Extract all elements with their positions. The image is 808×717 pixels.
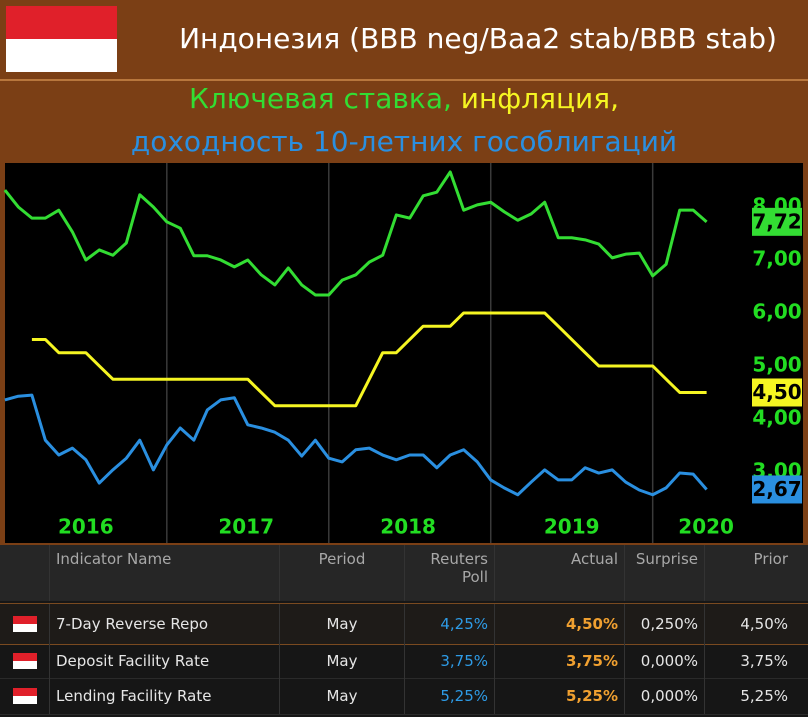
table-cell: Lending Facility Rate [50,678,280,714]
header-cell: Reuters Poll [405,545,495,601]
x-tick-label: 2016 [58,515,114,539]
y-tick-label: 4,00 [752,405,801,429]
header-cell: Actual [495,545,625,601]
table-cell: 5,25% [495,678,625,714]
table-cell: May [280,678,405,714]
flag-icon [12,652,37,669]
table-cell: 4,25% [405,604,495,644]
subtitle-part: Ключевая ставка, [189,82,452,115]
header-cell: Indicator Name [50,545,280,601]
subtitle: Ключевая ставка, инфляция, [189,82,619,115]
table-cell: 3,75% [405,643,495,678]
chart-title: Индонезия (BBB neg/Baa2 stab/BBB stab) [179,22,777,55]
end-label: 2,67 [752,477,801,501]
line [4,393,708,497]
header-row: Indicator Name Period Reuters Poll Actual Su… [0,545,808,601]
subtitle-part: инфляция, [461,82,619,115]
table-cell: 5,25% [740,687,788,705]
table-cell: 3,75% [495,643,625,678]
flag-white [6,39,117,72]
x-tick-label: 2019 [544,515,600,539]
table-cell: 4,50% [495,604,625,644]
chart: Индонезия (BBB neg/Baa2 stab/BBB stab) К… [0,0,808,545]
x-tick-label: 2020 [678,515,734,539]
table-cell: 7-Day Reverse Repo [50,604,280,644]
end-label-box [752,378,802,407]
table-cell: 0,000% [625,678,705,714]
table-row: Deposit Facility Rate May 3,75% 3,75% 0,000%… [0,643,808,679]
y-tick-label: 7,00 [752,246,801,270]
table-cell: Deposit Facility Rate [50,643,280,678]
flag-cell [0,604,50,644]
table-row: 7-Day Reverse Repo May 4,25% 4,50% 0,250% 4,5… [0,603,808,645]
header-cell: Period [280,545,405,601]
table-cell: 0,000% [625,643,705,678]
table: Indicator Name Period Reuters Poll Actual Su… [0,545,808,717]
flag-icon [12,688,37,704]
header-cell: Prior [753,550,788,568]
y-tick-label: 6,00 [752,299,801,323]
subtitle-part: доходность 10-летних гособлигаций [131,125,677,158]
line [31,311,707,408]
table-cell: 0,250% [625,604,705,644]
end-label: 7,72 [752,209,801,233]
flag-red [6,6,117,39]
header-cell [0,545,50,601]
table-cell: 4,50% [740,615,788,633]
header-cell: Surprise [625,545,705,601]
end-label-box [752,207,802,236]
x-tick-label: 2018 [380,515,436,539]
table-cell: May [280,643,405,678]
table-cell: 3,75% [740,651,788,670]
flag-cell [0,643,50,678]
y-tick-label: 5,00 [752,352,801,376]
plot-background [5,163,803,543]
end-label-box [752,475,802,504]
table-cell: May [280,604,405,644]
x-tick-label: 2017 [218,515,274,539]
table-row: Lending Facility Rate May 5,25% 5,25% 0,000%… [0,678,808,715]
table-cell: 5,25% [405,678,495,714]
end-label: 4,50 [752,380,801,404]
line [3,170,708,297]
flag-icon [12,616,37,632]
flag-cell [0,678,50,714]
